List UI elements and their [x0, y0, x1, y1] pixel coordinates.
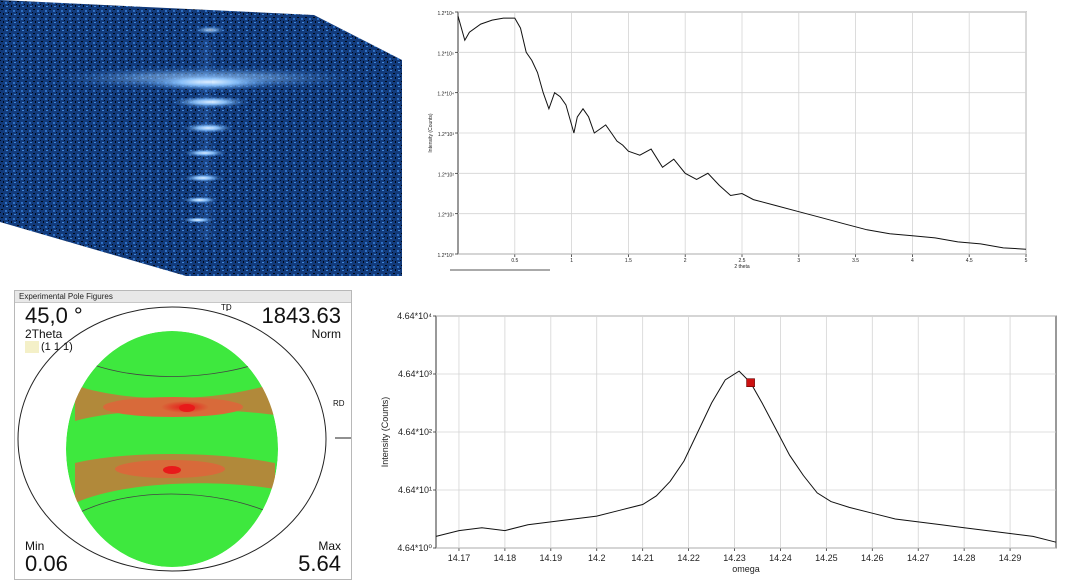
x-tick-label: 14.18 — [494, 553, 517, 563]
y-tick-label: 4.64*10² — [398, 427, 432, 437]
series-line — [457, 15, 1027, 250]
pole-figure-svg — [17, 305, 351, 572]
x-tick-label: 14.21 — [631, 553, 654, 563]
rocking-curve-chart: 14.17 14.18 14.19 14.2 14.21 14.22 14.23 14.24 1… — [370, 302, 1070, 583]
min-value: 0.06 — [25, 551, 68, 576]
x-tick-label: 14.17 — [448, 553, 471, 563]
hkl-swatch — [25, 341, 39, 353]
x-tick-label: 14.19 — [540, 553, 563, 563]
max-value: 5.64 — [298, 551, 341, 576]
x-tick-label: 2 — [684, 258, 687, 264]
y-tick-label: 4.64*10³ — [398, 369, 432, 379]
x-tick-label: 14.27 — [907, 553, 930, 563]
hkl-label: (1 1 1) — [41, 341, 73, 353]
x-axis-label: 2 theta — [734, 264, 750, 270]
angle-label: 2Theta — [25, 327, 63, 341]
td-label: TD — [221, 303, 232, 312]
rocking-curve-plot: 14.17 14.18 14.19 14.2 14.21 14.22 14.23 14.24 1… — [380, 311, 1057, 574]
norm-value: 1843.63 — [261, 303, 341, 328]
reflectivity-plot: 0.5 1 1.5 2 2.5 3 3.5 4 4.5 5 1.2*10⁰ 1.2*10¹ 1.2*10… — [428, 11, 1028, 271]
x-axis-label: omega — [732, 564, 760, 574]
y-tick-label: 4.64*10⁴ — [397, 311, 432, 321]
scattering-map-svg — [0, 0, 402, 276]
x-tick-label: 3.5 — [852, 258, 859, 264]
y-tick-label: 1.2*10⁰ — [438, 253, 454, 259]
x-tick-label: 5 — [1025, 258, 1028, 264]
max-label: Max — [318, 539, 341, 553]
y-tick-label: 1.2*10¹ — [438, 213, 454, 219]
x-tick-label: 14.24 — [769, 553, 792, 563]
x-tick-label: 14.26 — [861, 553, 884, 563]
min-label: Min — [25, 539, 45, 553]
x-tick-label: 1.5 — [625, 258, 632, 264]
x-tick-label: 14.22 — [677, 553, 700, 563]
y-tick-label: 1.2*10⁵ — [437, 51, 454, 57]
x-tick-label: 3 — [797, 258, 800, 264]
y-tick-label: 1.2*10⁶ — [437, 11, 454, 17]
series-line — [435, 370, 1057, 543]
x-tick-label: 0.5 — [511, 258, 518, 264]
reflectivity-chart: 0.5 1 1.5 2 2.5 3 3.5 4 4.5 5 1.2*10⁰ 1.2*10¹ 1.2*10… — [422, 4, 1036, 276]
x-tick-label: 14.23 — [723, 553, 746, 563]
pole-outer-circle — [17, 306, 327, 572]
y-axis-label: Intensity (Counts) — [428, 113, 434, 153]
y-tick-label: 1.2*10² — [438, 172, 454, 178]
angle-value: 45,0 ° — [25, 303, 83, 328]
pole-panel-title: Experimental Pole Figures — [15, 291, 351, 303]
x-tick-label: 4.5 — [966, 258, 973, 264]
x-tick-label: 14.28 — [953, 553, 976, 563]
x-tick-label: 14.29 — [999, 553, 1022, 563]
scattering-map-image — [0, 0, 402, 276]
rd-label: RD — [333, 399, 345, 408]
y-tick-label: 4.64*10⁰ — [397, 543, 432, 553]
pole-figure-frame: Experimental Pole Figures — [14, 290, 352, 580]
y-tick-label: 4.64*10¹ — [398, 485, 432, 495]
pole-figure-panel: Experimental Pole Figures — [14, 290, 352, 580]
x-tick-label: 4 — [911, 258, 914, 264]
y-tick-label: 1.2*10⁴ — [437, 92, 454, 98]
marker-point — [746, 378, 755, 387]
y-tick-label: 1.2*10³ — [438, 132, 454, 138]
pole-fill — [66, 331, 278, 567]
x-tick-label: 14.25 — [815, 553, 838, 563]
x-tick-label: 2.5 — [739, 258, 746, 264]
x-tick-label: 14.2 — [588, 553, 606, 563]
x-tick-label: 1 — [570, 258, 573, 264]
norm-label: Norm — [311, 327, 341, 341]
y-axis-label: Intensity (Counts) — [380, 397, 390, 468]
